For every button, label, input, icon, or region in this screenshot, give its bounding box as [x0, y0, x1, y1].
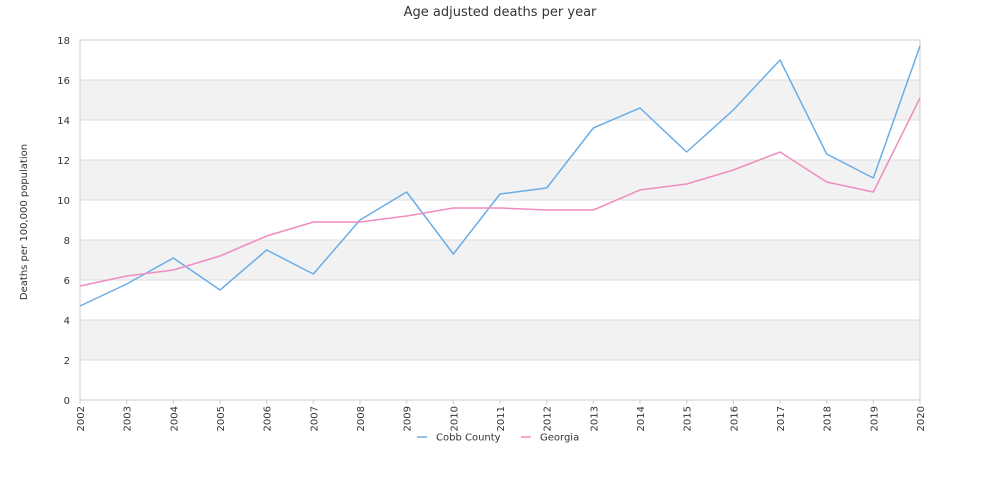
y-tick-label: 2: [64, 356, 70, 367]
grid-band: [80, 360, 920, 400]
grid-band: [80, 200, 920, 240]
y-tick-label: 14: [57, 116, 70, 127]
chart-title: Age adjusted deaths per year: [404, 5, 597, 20]
x-tick-label: 2013: [589, 406, 600, 431]
y-tick-label: 18: [57, 36, 70, 47]
y-tick-label: 0: [64, 396, 70, 407]
x-tick-label: 2002: [76, 406, 87, 431]
grid-band: [80, 40, 920, 80]
grid-band: [80, 80, 920, 120]
grid-lines: [80, 39, 920, 401]
legend-label: Cobb County: [436, 433, 501, 444]
x-tick-label: 2017: [776, 406, 787, 431]
grid-bands: [80, 40, 920, 400]
y-tick-label: 10: [57, 196, 70, 207]
y-axis-ticks: 0 2 4 6 8 10 12 14 16 18: [57, 36, 70, 407]
y-tick-label: 6: [64, 276, 70, 287]
y-tick-label: 12: [57, 156, 70, 167]
grid-band: [80, 280, 920, 320]
legend-item-georgia[interactable]: Georgia: [521, 433, 579, 444]
legend-item-cobb-county[interactable]: Cobb County: [417, 433, 501, 444]
x-tick-label: 2006: [263, 406, 274, 431]
x-tick-label: 2012: [543, 406, 554, 431]
x-tick-label: 2018: [823, 406, 834, 431]
legend-label: Georgia: [540, 433, 579, 444]
x-tick-label: 2009: [403, 406, 414, 431]
x-tick-label: 2005: [216, 406, 227, 431]
legend[interactable]: Cobb County Georgia: [417, 433, 579, 444]
x-axis-ticks: 2002 2003 2004 2005 2006 2007 2008 2009 2010 2011…: [76, 400, 927, 431]
x-tick-label: 2010: [449, 406, 460, 431]
x-tick-label: 2019: [869, 406, 880, 431]
x-tick-label: 2016: [729, 406, 740, 431]
y-tick-label: 4: [64, 316, 70, 327]
grid-band: [80, 320, 920, 360]
series-lines: [79, 45, 921, 307]
x-tick-label: 2007: [309, 406, 320, 431]
x-tick-label: 2008: [356, 406, 367, 431]
y-tick-label: 16: [57, 76, 70, 87]
grid-band: [80, 240, 920, 280]
x-tick-label: 2003: [123, 406, 134, 431]
x-tick-label: 2015: [683, 406, 694, 431]
y-axis-label: Deaths per 100,000 population: [19, 144, 30, 300]
x-tick-label: 2020: [916, 406, 927, 431]
x-tick-label: 2014: [636, 406, 647, 431]
y-tick-label: 8: [64, 236, 70, 247]
x-tick-label: 2011: [496, 406, 507, 431]
x-tick-label: 2004: [169, 406, 180, 431]
grid-band: [80, 120, 920, 160]
